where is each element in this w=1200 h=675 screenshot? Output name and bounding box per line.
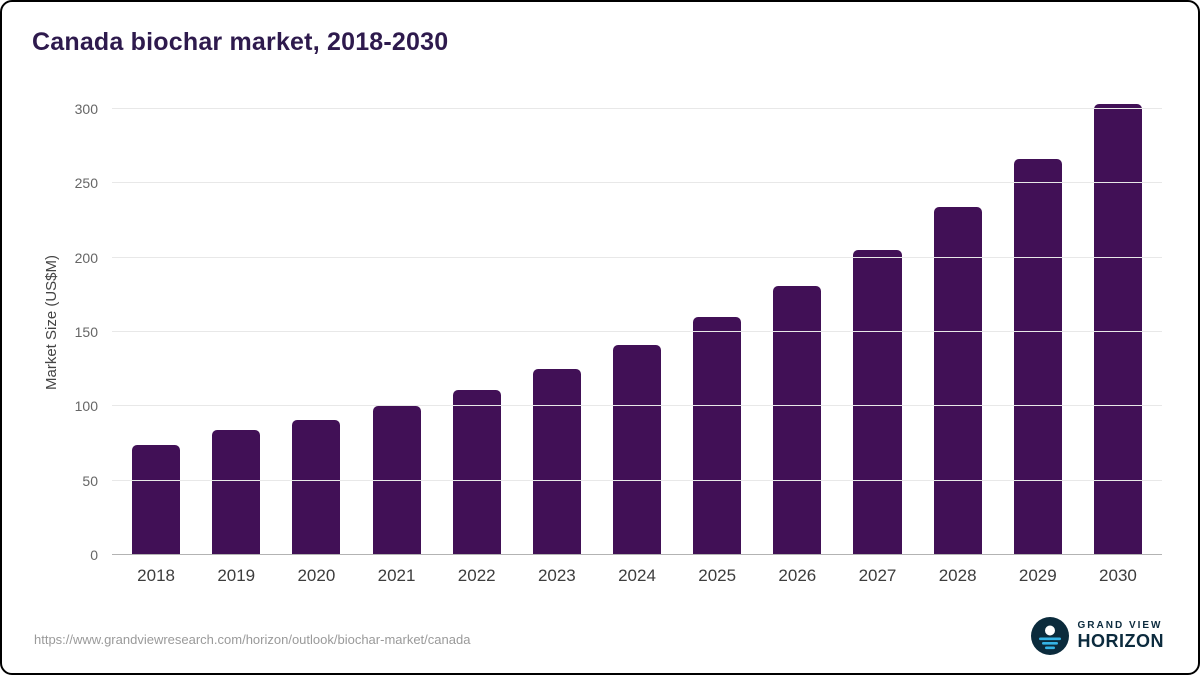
bar-2028 [933,207,982,555]
gridline [112,107,1162,109]
x-tick-label: 2026 [778,566,817,585]
x-tick-label: 2024 [618,566,656,585]
gridline [112,330,1162,332]
y-tick-label: 200 [74,249,98,266]
x-tick-label: 2029 [1018,566,1057,585]
bar-2030 [1093,104,1142,555]
x-tick-label: 2022 [457,566,496,585]
bar-column: 2023 [517,94,597,585]
bar-column: 2030 [1078,94,1158,585]
source-url: https://www.grandviewresearch.com/horizo… [34,632,471,647]
bar-column: 2018 [116,94,196,585]
bar-column: 2028 [918,94,998,585]
plot-area: 2018 2019 2020 2021 2022 2023 2024 2025 2026 2027… [75,94,1162,585]
bar-2026 [773,285,822,555]
gridline [112,182,1162,184]
x-tick-label: 2018 [137,566,175,585]
bar-2018 [132,444,181,555]
bar-column: 2027 [837,94,917,585]
bar-column: 2022 [437,94,517,585]
y-tick-label: 0 [90,547,98,563]
x-tick-label: 2030 [1099,566,1137,585]
gridline [112,256,1162,258]
y-tick-label: 50 [82,472,98,489]
brand-name: GRAND VIEW HORIZON [1078,620,1165,652]
bar-column: 2029 [998,94,1078,585]
x-tick-label: 2028 [938,566,977,585]
bar-column: 2026 [757,94,837,585]
x-axis-line [112,554,1162,555]
y-tick-label: 100 [74,398,98,415]
bar-column: 2024 [597,94,677,585]
bar-column: 2021 [356,94,436,585]
horizon-logo-icon [1030,617,1069,655]
bar-column: 2019 [196,94,276,585]
bar-2029 [1013,159,1062,555]
x-tick-label: 2027 [858,566,897,585]
y-tick-label: 150 [74,323,98,340]
gridline [112,405,1162,407]
y-tick-label: 250 [74,175,98,192]
bar-2023 [532,369,581,555]
x-tick-label: 2019 [217,566,256,585]
bar-column: 2025 [677,94,757,585]
brand-logo: GRAND VIEW HORIZON [1030,617,1165,655]
brand-name-top: GRAND VIEW [1077,619,1163,631]
chart-title: Canada biochar market, 2018-2030 [32,28,449,56]
bar-2022 [452,389,501,555]
bar-2027 [853,250,902,555]
x-tick-label: 2021 [377,566,416,585]
bar-2020 [292,419,341,555]
x-tick-label: 2025 [698,566,737,585]
bar-series: 2018 2019 2020 2021 2022 2023 2024 2025 2026 2027… [112,94,1162,585]
y-tick-label: 300 [74,100,98,117]
gridline [112,479,1162,481]
bar-column: 2020 [276,94,356,585]
y-axis-title: Market Size (US$M) [43,254,61,391]
brand-name-bottom: HORIZON [1077,631,1164,652]
bar-2025 [693,317,742,555]
bar-2019 [212,430,261,555]
bar-chart: Market Size (US$M) 2018 2019 2020 2021 2022 2… [30,90,1170,595]
x-tick-label: 2023 [537,566,576,585]
x-tick-label: 2020 [297,566,336,585]
bar-2024 [612,345,662,555]
